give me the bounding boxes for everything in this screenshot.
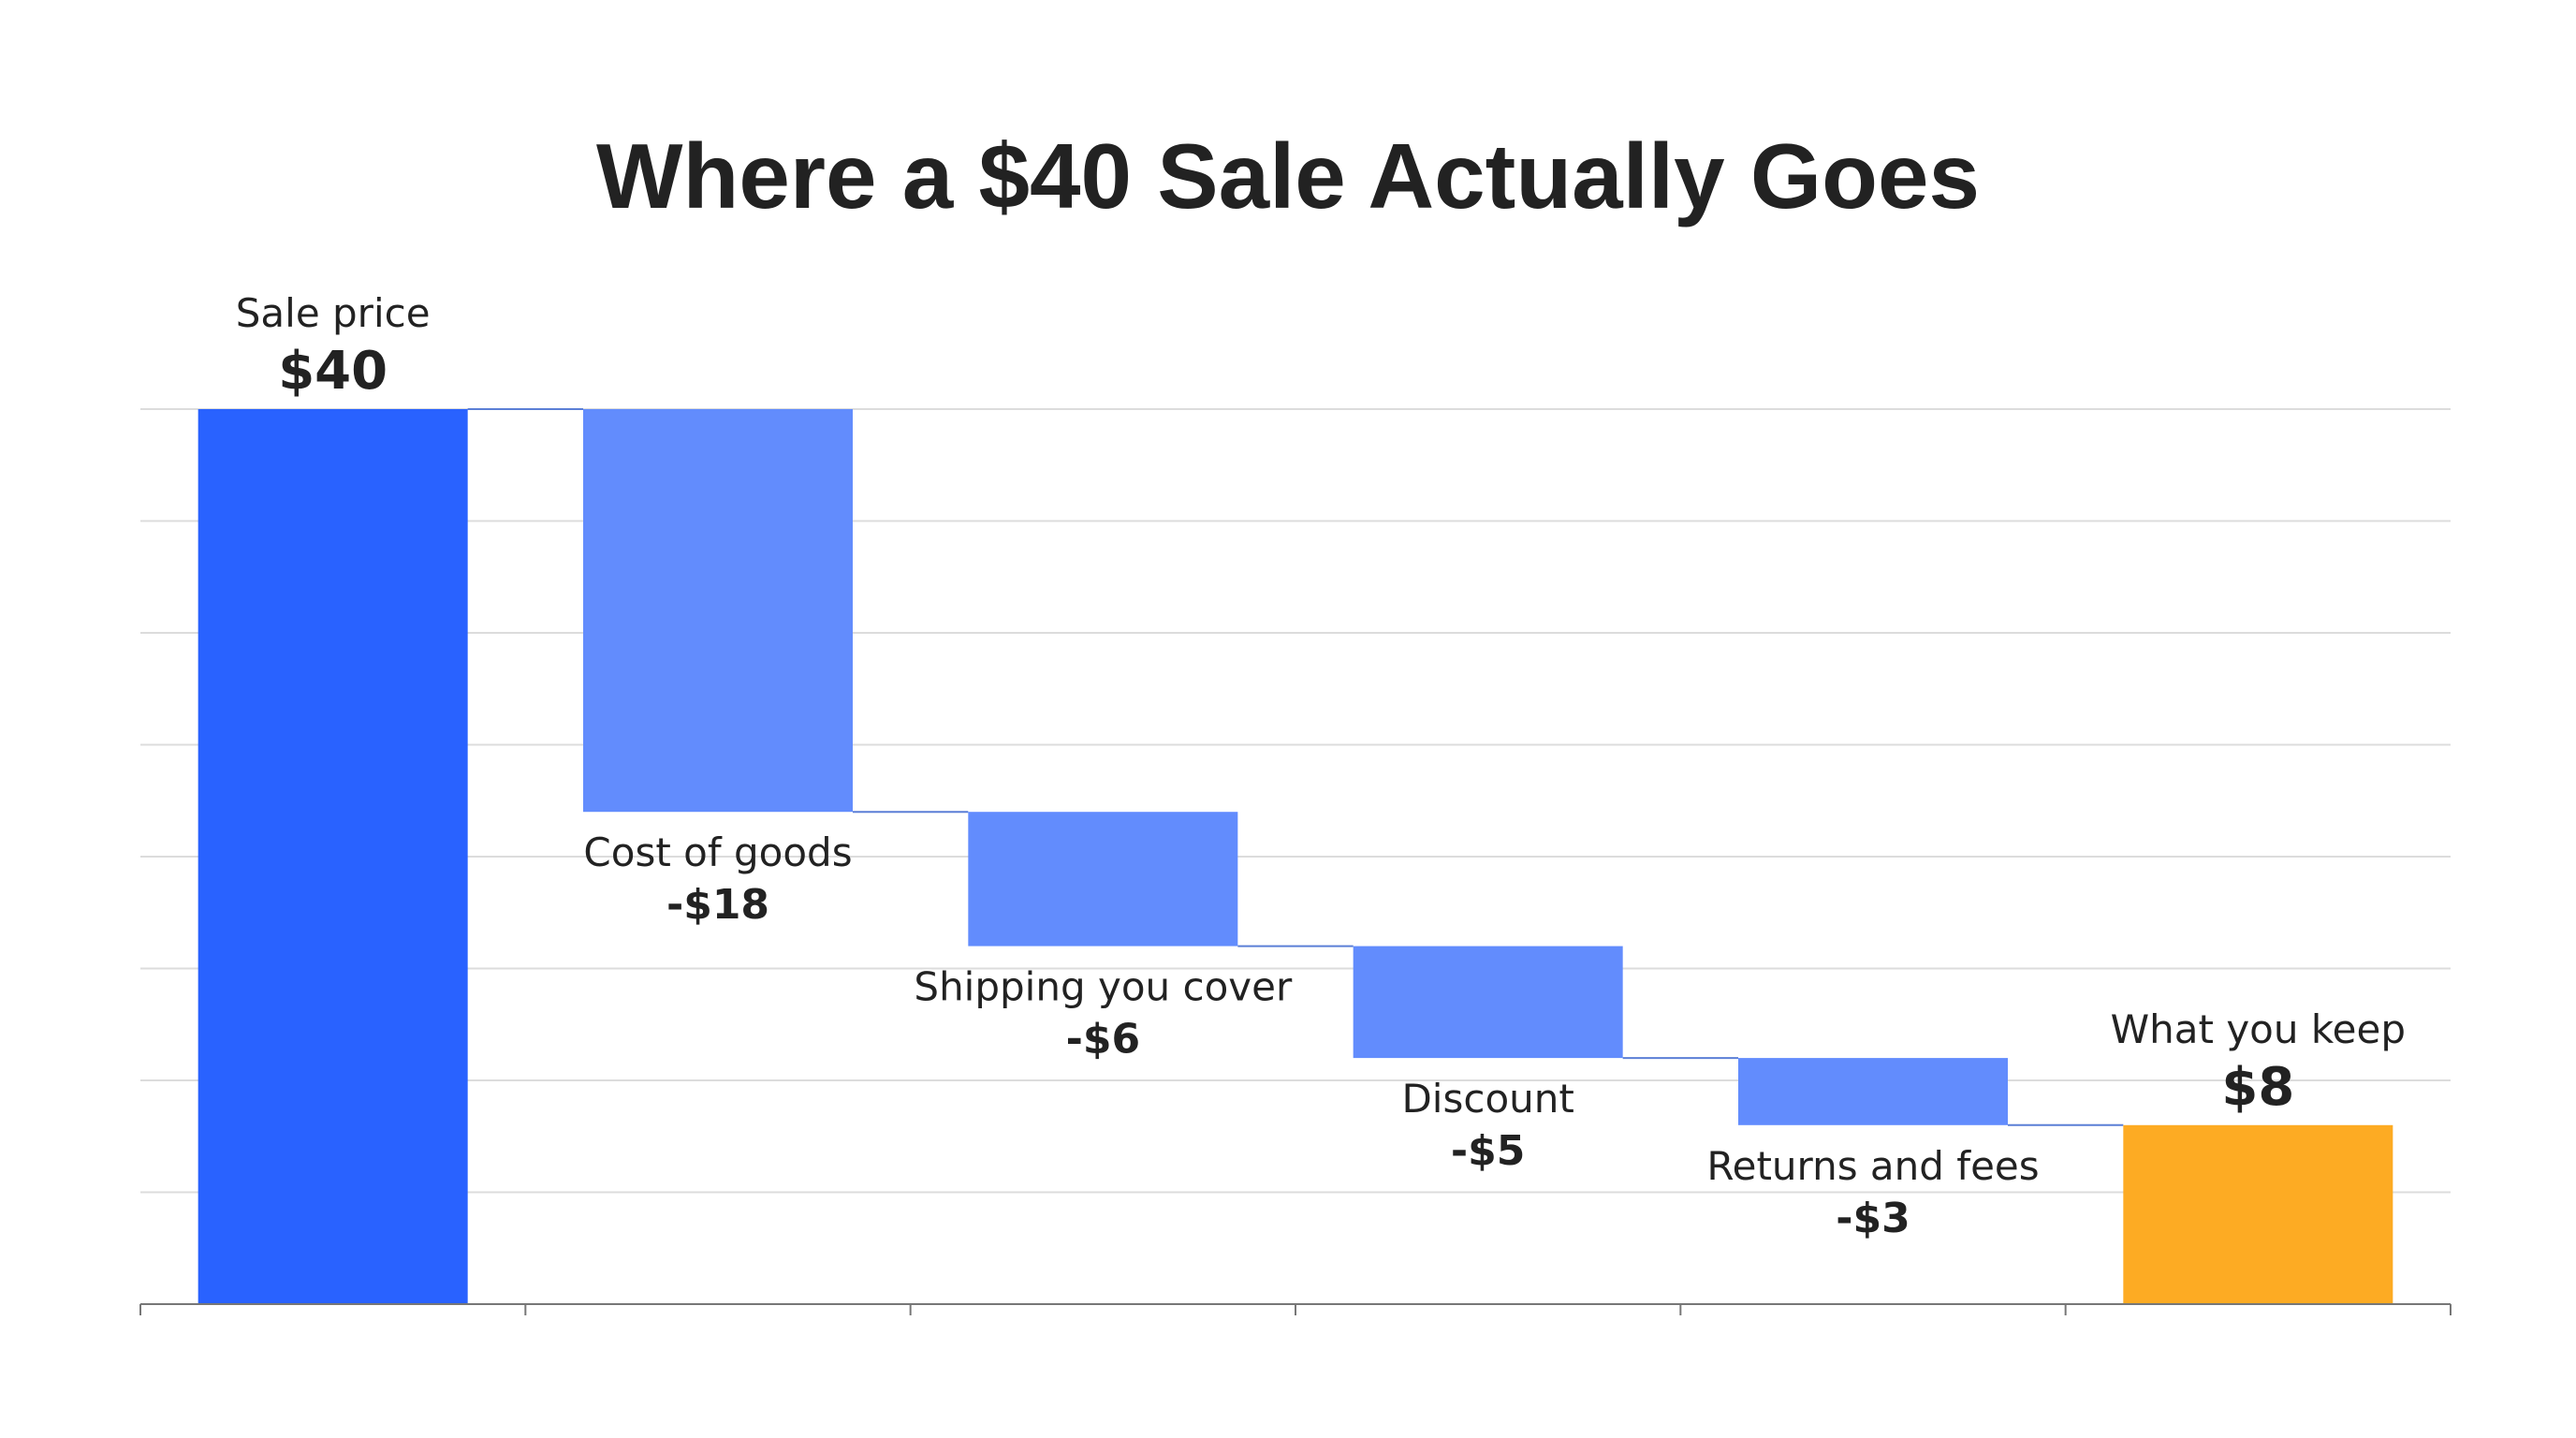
x-axis [139,1303,2452,1315]
category-label: What you keep [2111,1006,2406,1052]
bar-labels: Sale price $40 Cost of goods -$18 Shipping y… [236,290,2406,1242]
category-label: Sale price [236,290,431,336]
category-label: Cost of goods [583,829,852,875]
bars [198,409,2393,1304]
bar-returns-and-fees [1738,1058,2008,1125]
data-label: -$18 [666,881,769,929]
bar-discount [1353,946,1623,1059]
gridlines [140,408,2451,1194]
category-label: Returns and fees [1706,1143,2039,1189]
category-label: Discount [1401,1076,1573,1122]
data-label: $8 [2221,1057,2294,1118]
bar-cost-of-goods [583,409,853,813]
chart-title: Where a $40 Sale Actually Goes [596,125,1980,227]
category-label: Shipping you cover [914,964,1293,1010]
data-label: -$5 [1451,1127,1526,1175]
bar-sale-price [198,409,468,1304]
data-label: -$6 [1066,1016,1141,1064]
data-label: -$3 [1836,1195,1910,1242]
data-label: $40 [278,341,388,402]
connector-lines [467,408,2124,1126]
bar-shipping-you-cover [968,812,1238,946]
bar-what-you-keep [2123,1124,2393,1304]
